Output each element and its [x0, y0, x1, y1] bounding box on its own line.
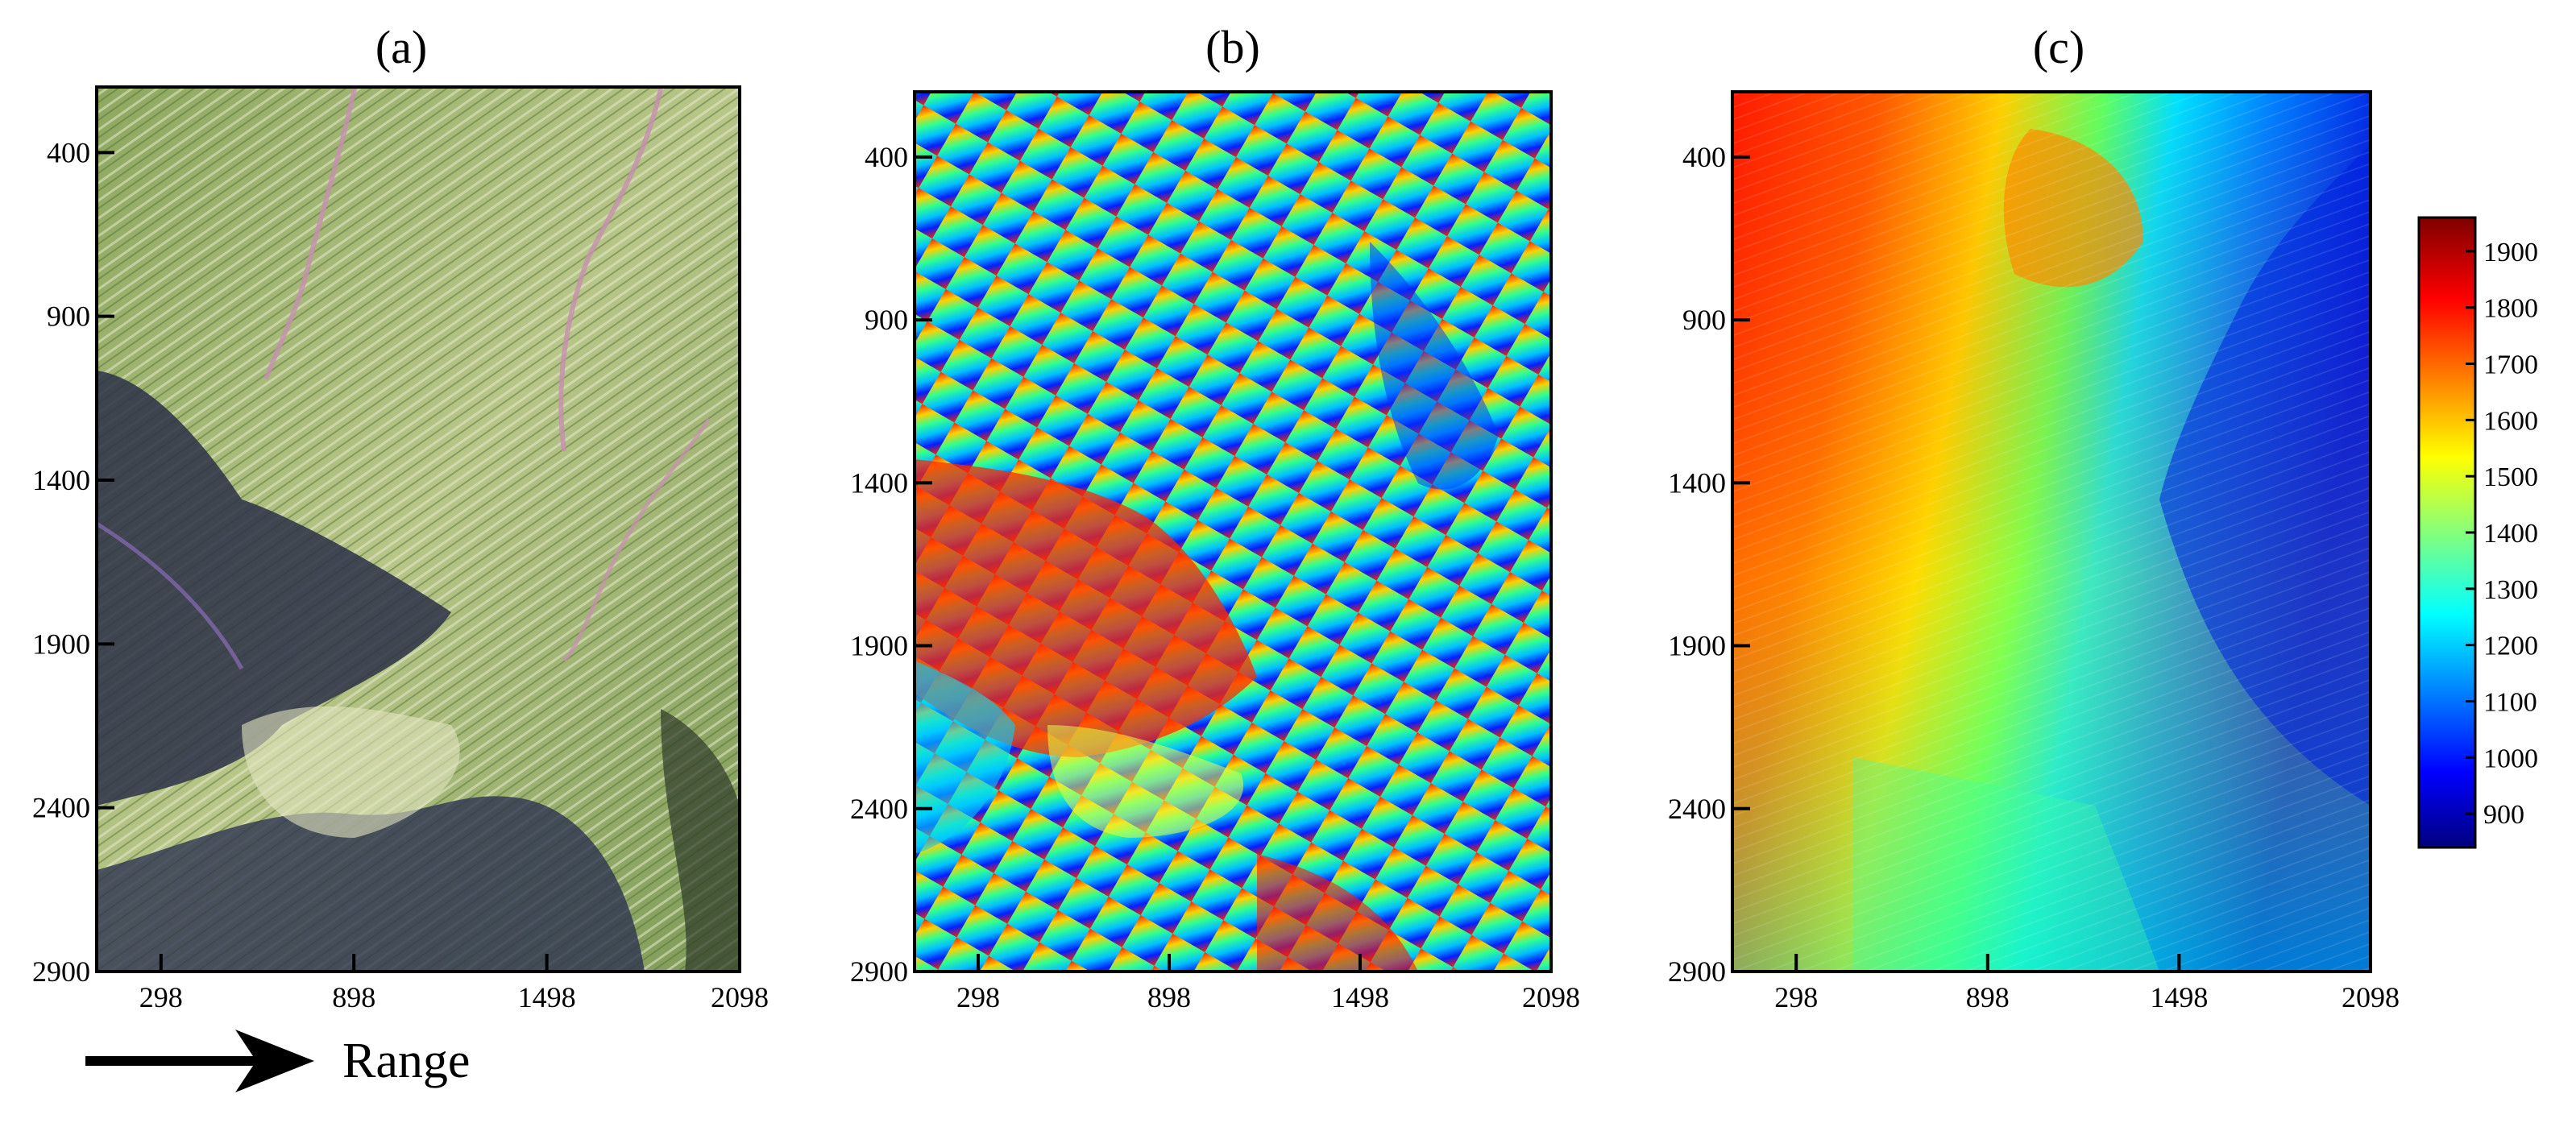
panel-c-x-tick-label: 1498 — [2150, 981, 2208, 1013]
panel-c: (c) — [1731, 21, 2372, 973]
panel-c-x-tick-label: 298 — [1774, 981, 1818, 1013]
colorbar-tick-label: 1300 — [2483, 575, 2538, 605]
panel-b-y-tick-label: 1400 — [850, 466, 908, 499]
colorbar-tick-label: 1100 — [2483, 687, 2537, 717]
panel-a-y-tick-label: 2400 — [32, 792, 90, 824]
panel-a-label: (a) — [375, 21, 427, 73]
panel-c-y-tick-label: 2400 — [1668, 793, 1726, 825]
range-arrow: Range — [85, 1030, 470, 1092]
range-arrow-head — [235, 1030, 314, 1092]
panel-c-x-tick-label: 2098 — [2342, 981, 2400, 1013]
panel-c-x-tick-label: 898 — [1966, 981, 2010, 1013]
panel-b-label: (b) — [1205, 21, 1260, 73]
panel-a-y-tick-label: 1400 — [32, 464, 90, 496]
colorbar-tick-label: 1200 — [2483, 632, 2538, 661]
colorbar-tick-label: 1500 — [2483, 462, 2538, 492]
panel-b-x-tick-label: 2098 — [1522, 981, 1580, 1013]
axes: 400 900 1400 1900 2400 2900 298 898 1498 2098 400 9… — [32, 136, 2400, 1013]
colorbar-ticks: 1900 1800 1700 1600 1500 1400 1300 1200 1100 1000… — [2466, 238, 2538, 830]
panel-a-y-tick-label: 2900 — [32, 955, 90, 988]
panel-c-y-tick-label: 2900 — [1668, 955, 1726, 988]
panel-b-y-tick-label: 400 — [865, 141, 908, 173]
colorbar-tick-label: 1700 — [2483, 350, 2538, 380]
panel-a-y-tick-label: 400 — [47, 136, 90, 168]
colorbar: 1900 1800 1700 1600 1500 1400 1300 1200 1100 1000… — [2417, 216, 2538, 849]
panel-c-frame — [1731, 90, 2372, 973]
panel-a-y-tick-label: 900 — [47, 300, 90, 333]
panel-b-y-tick-label: 1900 — [850, 630, 908, 662]
panel-c-image — [1732, 92, 2371, 972]
colorbar-tick-label: 1800 — [2483, 294, 2538, 324]
panel-c-label: (c) — [2033, 21, 2084, 73]
colorbar-tick-label: 1600 — [2483, 406, 2538, 436]
panel-c-y-tick-label: 900 — [1682, 304, 1726, 336]
panel-b-y-tick-label: 2400 — [850, 793, 908, 825]
panel-c-y-tick-label: 1400 — [1668, 466, 1726, 499]
panel-a-frame — [95, 85, 741, 973]
range-label: Range — [342, 1034, 470, 1088]
colorbar-tick-label: 1900 — [2483, 238, 2538, 267]
panel-a-x-tick-label: 1498 — [518, 981, 576, 1013]
colorbar-tick-label: 1400 — [2483, 519, 2538, 549]
panel-b-x-tick-label: 898 — [1147, 981, 1191, 1013]
panel-b-frame — [913, 90, 1553, 973]
panel-b: (b) — [913, 21, 1553, 973]
panel-b-image — [915, 92, 1551, 972]
panel-b-x-tick-label: 298 — [956, 981, 1000, 1013]
panel-b-y-tick-label: 900 — [865, 304, 908, 336]
panel-a-x-tick-label: 298 — [139, 981, 183, 1013]
panel-a: (a) — [95, 21, 741, 973]
panel-b-y-tick-label: 2900 — [850, 955, 908, 988]
panel-b-x-tick-label: 1498 — [1331, 981, 1389, 1013]
colorbar-tick-label: 1000 — [2483, 744, 2538, 773]
colorbar-tick-label: 900 — [2483, 800, 2524, 830]
panel-a-x-tick-label: 2098 — [711, 981, 769, 1013]
panel-c-y-tick-label: 1900 — [1668, 630, 1726, 662]
panel-a-y-tick-label: 1900 — [32, 628, 90, 660]
panel-a-x-tick-label: 898 — [332, 981, 375, 1013]
panel-a-image — [97, 87, 740, 972]
panel-c-y-tick-label: 400 — [1682, 141, 1726, 173]
